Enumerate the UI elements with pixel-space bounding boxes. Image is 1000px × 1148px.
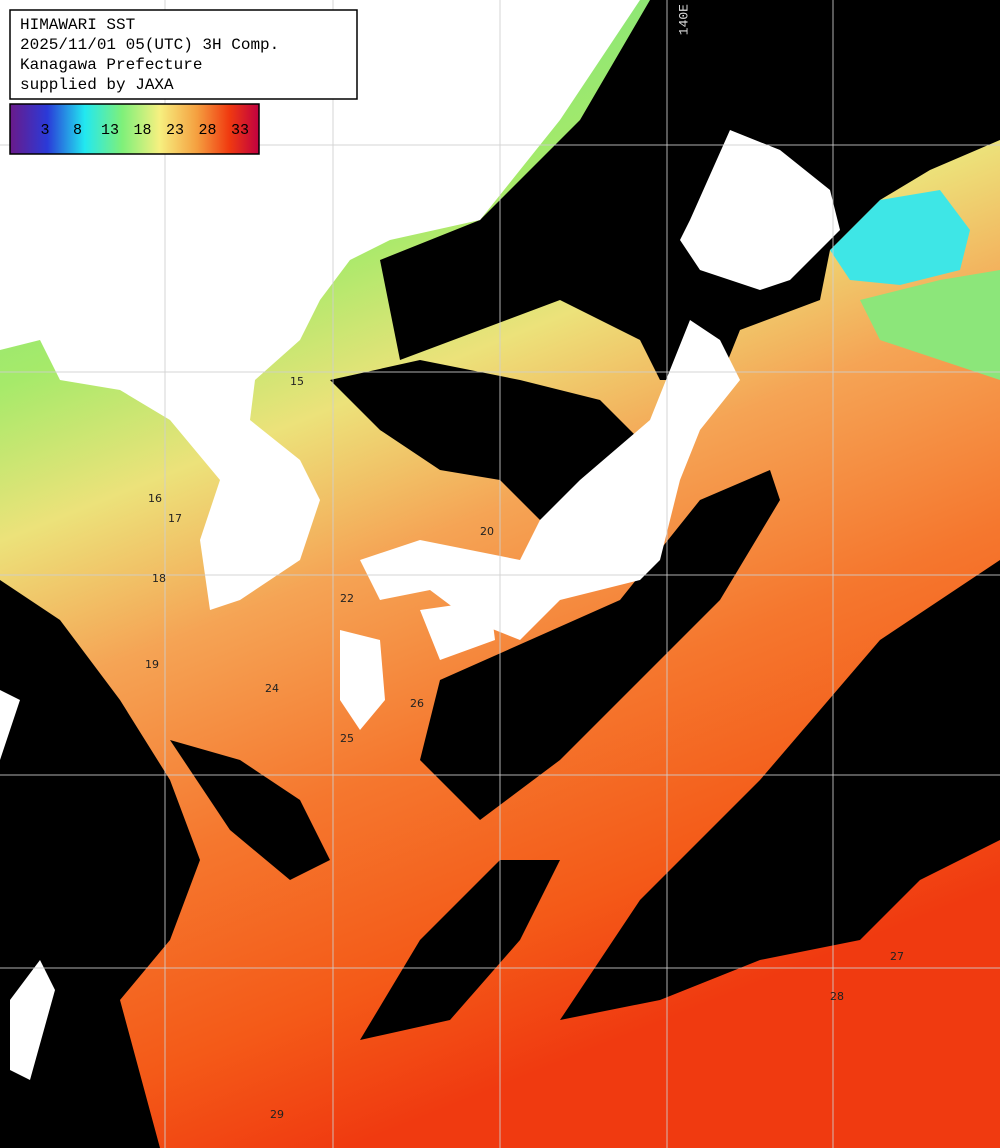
colorbar-tick-label: 13	[101, 122, 119, 139]
header-line: Kanagawa Prefecture	[20, 56, 202, 74]
contour-label: 26	[410, 697, 424, 710]
contour-label: 27	[890, 950, 904, 963]
colorbar-tick-label: 28	[198, 122, 216, 139]
cloud	[360, 860, 560, 1040]
header-line: HIMAWARI SST	[20, 16, 135, 34]
colorbar-tick-label: 23	[166, 122, 184, 139]
colorbar-ramp	[9, 103, 260, 155]
contour-label: 28	[830, 990, 844, 1003]
coast	[0, 690, 20, 760]
taiwan	[10, 960, 55, 1080]
honshu	[360, 320, 740, 640]
cloud	[330, 360, 640, 520]
contour-labels: 15 16 17 18 19 20 22 24 25 26 27 28 29	[145, 375, 904, 1121]
colorbar-tick-label: 18	[133, 122, 151, 139]
contour-label: 25	[340, 732, 354, 745]
contour-label: 29	[270, 1108, 284, 1121]
grid-label: 140E	[676, 4, 691, 35]
cloud	[420, 470, 780, 820]
shikoku	[420, 600, 495, 660]
colorbar-tick-label: 33	[231, 122, 249, 139]
colorbar: 3 8 13 18 23 28 33	[9, 103, 260, 155]
header-panel	[9, 9, 358, 100]
cloud	[560, 560, 1000, 1020]
contour-label: 17	[168, 512, 182, 525]
contour-label: 18	[152, 572, 166, 585]
colorbar-tick-label: 8	[73, 122, 82, 139]
hokkaido	[680, 130, 840, 290]
header-line: 2025/11/01 05(UTC) 3H Comp.	[20, 36, 279, 54]
contour-label: 15	[290, 375, 304, 388]
contour-label: 19	[145, 658, 159, 671]
contour-label: 22	[340, 592, 354, 605]
cold-patch	[830, 190, 970, 285]
contour-label: 20	[480, 525, 494, 538]
header-box: HIMAWARI SST 2025/11/01 05(UTC) 3H Comp.…	[9, 9, 358, 100]
cool-water	[860, 270, 1000, 380]
cloud	[380, 0, 1000, 380]
contour-label: 24	[265, 682, 279, 695]
header-line: supplied by JAXA	[20, 76, 174, 94]
kyushu	[340, 630, 385, 730]
contour-label: 16	[148, 492, 162, 505]
colorbar-tick-label: 3	[40, 122, 49, 139]
